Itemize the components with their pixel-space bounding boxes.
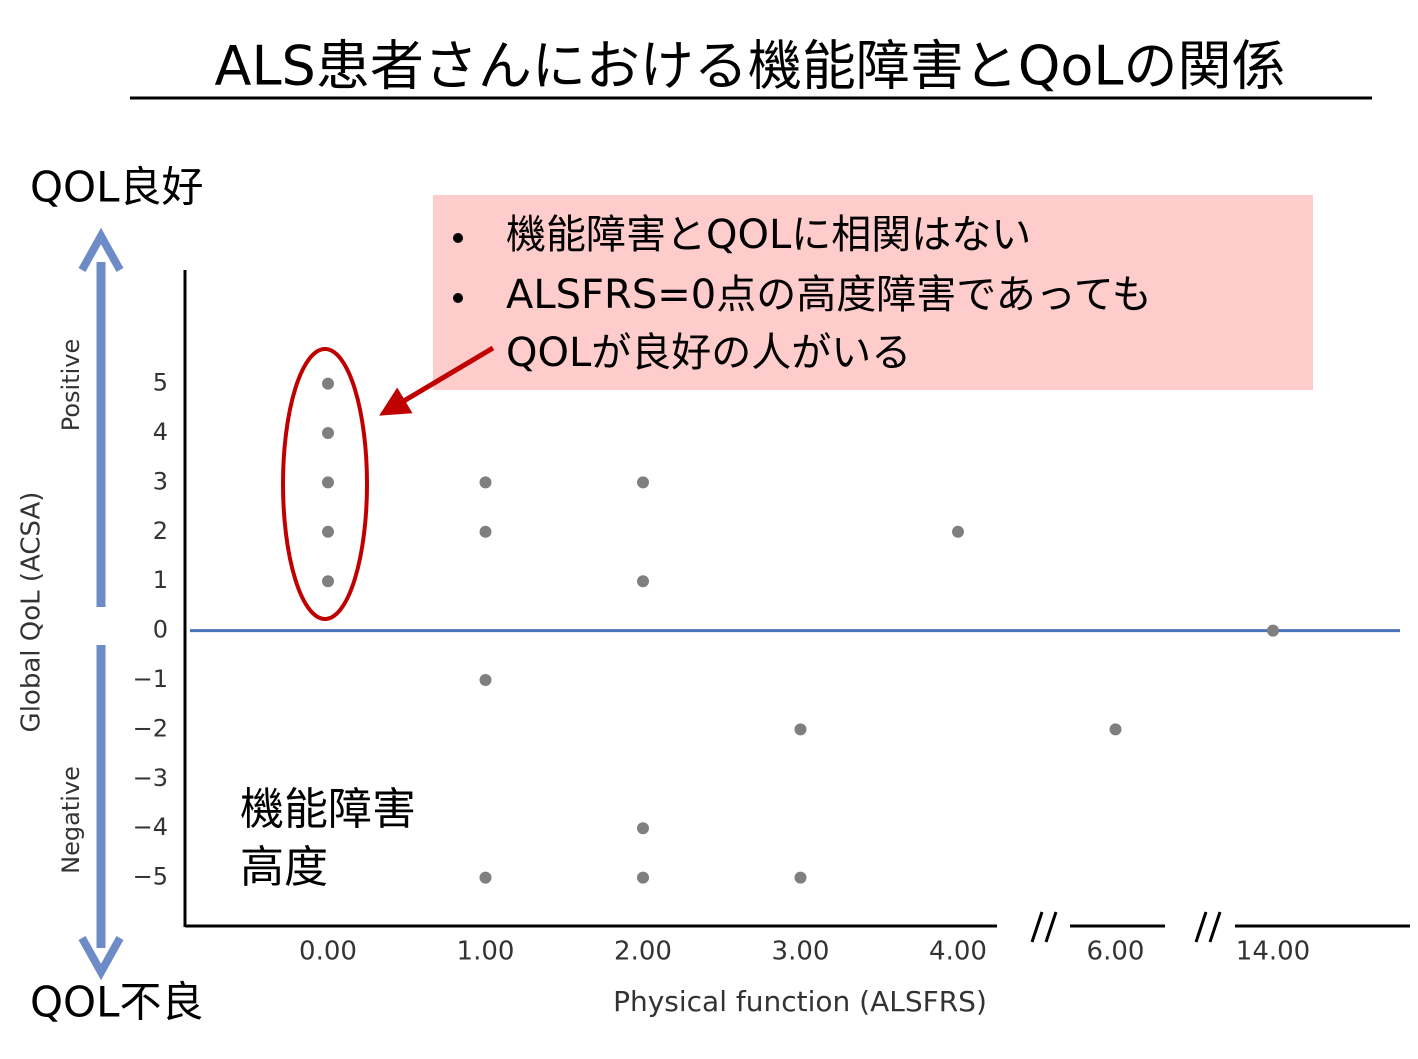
- bullet: [453, 293, 463, 303]
- x-tick-label: 1.00: [457, 937, 515, 967]
- corner-note: 機能障害: [240, 784, 416, 835]
- y-tick-label: −1: [133, 665, 168, 693]
- callout-arrow: [379, 345, 495, 416]
- corner-note: 高度: [240, 842, 328, 893]
- point: [637, 822, 649, 835]
- point: [637, 575, 649, 588]
- x-tick-label: 3.00: [772, 937, 830, 967]
- callout-text: ALSFRS=0点の高度障害であっても: [506, 272, 1152, 318]
- y-tick-label: 0: [153, 616, 168, 644]
- point: [794, 723, 807, 736]
- axis-break: [1194, 911, 1222, 943]
- bottom-label: QOL不良: [30, 978, 204, 1027]
- point: [322, 525, 334, 538]
- y-tick-label: 1: [153, 566, 168, 594]
- bullet: [453, 233, 463, 243]
- highlight-ellipse: [281, 347, 369, 621]
- point: [479, 476, 492, 489]
- y-tick-label: 3: [153, 467, 168, 495]
- callout-text: QOLが良好の人がいる: [506, 330, 911, 376]
- x-tick-label: 6.00: [1087, 937, 1145, 967]
- y-tick-label: 4: [153, 418, 168, 446]
- point: [1267, 624, 1279, 637]
- point: [479, 871, 492, 884]
- y-tick-label: −3: [133, 764, 168, 792]
- x-tick-label: 0.00: [299, 937, 357, 967]
- callout-text: 機能障害とQOLに相関はない: [506, 212, 1031, 258]
- y-tick-label: −5: [133, 863, 168, 891]
- point: [322, 575, 334, 588]
- y-tick-label: −4: [133, 813, 168, 841]
- positive-label: Positive: [57, 339, 85, 432]
- y-tick-label: 2: [153, 517, 168, 545]
- point: [479, 674, 492, 687]
- y-tick-label: −2: [133, 714, 168, 742]
- point: [322, 377, 334, 390]
- top-label: QOL良好: [30, 163, 204, 212]
- point: [952, 525, 964, 538]
- x-tick-label: 14.00: [1236, 937, 1310, 967]
- point: [1109, 723, 1122, 736]
- chart-title: ALS患者さんにおける機能障害とQoLの関係: [215, 35, 1286, 98]
- y-axis-label: Global QoL (ACSA): [17, 492, 47, 733]
- axis-break: [1030, 911, 1058, 943]
- down-arrow-head: [78, 936, 124, 981]
- point: [637, 871, 649, 884]
- point: [794, 871, 807, 884]
- x-axis-label: Physical function (ALSFRS): [613, 985, 987, 1018]
- x-tick-label: 4.00: [929, 937, 987, 967]
- point: [322, 427, 334, 440]
- y-tick-label: 5: [153, 369, 168, 397]
- callout-box: [433, 195, 1313, 390]
- negative-label: Negative: [57, 766, 85, 874]
- point: [479, 525, 492, 538]
- up-arrow-head: [78, 227, 124, 272]
- point: [322, 476, 334, 489]
- point: [637, 476, 649, 489]
- x-tick-label: 2.00: [614, 937, 672, 967]
